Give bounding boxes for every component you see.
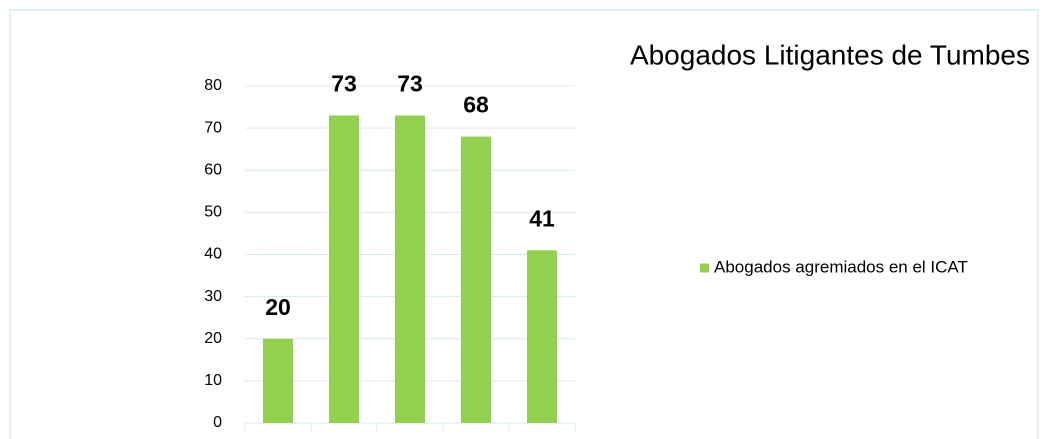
- bar: [329, 115, 359, 424]
- data-label: 20: [265, 294, 291, 320]
- y-tick-label: 20: [204, 330, 222, 347]
- y-tick-label: 0: [213, 414, 222, 431]
- chart-title: Abogados Litigantes de Tumbes: [630, 39, 1030, 70]
- y-tick-label: 50: [204, 204, 222, 221]
- y-tick-label: 60: [204, 161, 222, 178]
- bar: [461, 136, 491, 424]
- y-tick-label: 30: [204, 288, 222, 305]
- legend-label: Abogados agremiados en el ICAT: [714, 257, 968, 276]
- data-label: 41: [529, 205, 555, 231]
- data-label: 73: [397, 71, 423, 97]
- bar: [395, 115, 425, 424]
- y-tick-label: 80: [204, 77, 222, 94]
- bar: [527, 250, 557, 423]
- y-tick-label: 70: [204, 119, 222, 136]
- chart-frame: [9, 9, 1039, 439]
- data-label: 73: [331, 71, 357, 97]
- y-tick-label: 40: [204, 246, 222, 263]
- legend-swatch: [700, 263, 709, 273]
- y-tick-label: 10: [204, 372, 222, 389]
- bar: [263, 338, 293, 423]
- data-label: 68: [463, 92, 489, 118]
